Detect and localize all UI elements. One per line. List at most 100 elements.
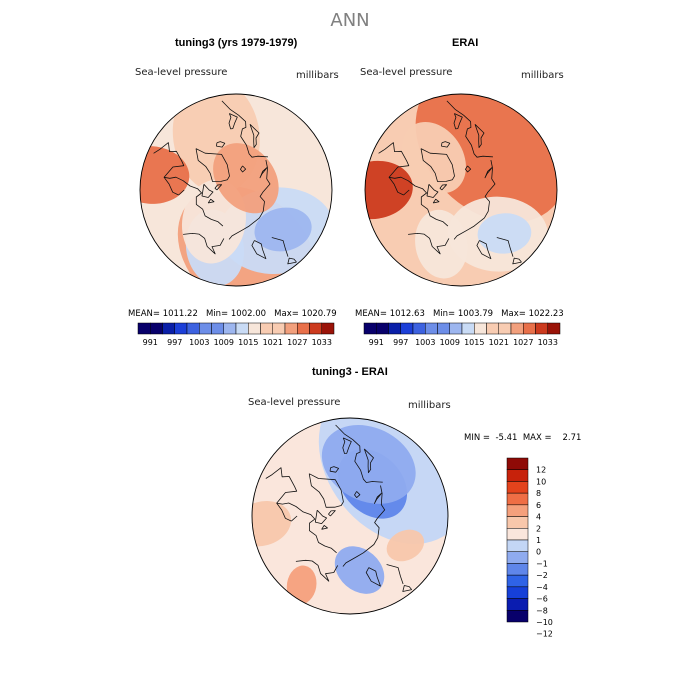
map-0-coastline-7 <box>228 113 238 130</box>
colorbar-diff-box-8 <box>506 551 529 564</box>
map-1-coastline-4 <box>439 184 447 191</box>
colorbar-1-box-4 <box>412 322 426 335</box>
colorbar-0-box-6 <box>211 322 224 335</box>
colorbar-0-tick-label-0: 991 <box>143 338 158 347</box>
colorbar-0-tick-label-6: 1027 <box>287 338 307 347</box>
colorbar-1-tick-label-2: 1003 <box>415 338 435 347</box>
map-1-contour-region-1 <box>365 160 413 220</box>
colorbar-0-box-9 <box>248 322 261 335</box>
map-1-contour-region-5 <box>401 121 466 194</box>
map-1-coastline-3 <box>432 198 440 204</box>
panel-reanalysis-title: ERAI <box>452 37 479 49</box>
panel-reanalysis-max-value: 1022.23 <box>528 309 564 319</box>
panel-model-max-label: Max= <box>274 309 299 319</box>
panel-difference-stats: MIN = -5.41 MAX = 2.71 <box>464 433 581 443</box>
colorbar-0-tick-label-7: 1033 <box>312 338 332 347</box>
map-0-coastline-2 <box>201 184 214 198</box>
panel-reanalysis-units-label: millibars <box>521 70 564 81</box>
colorbar-0-box-7 <box>223 322 237 335</box>
colorbar-1-box-5 <box>425 322 438 335</box>
panel-reanalysis-min-label: Min= <box>432 309 456 319</box>
colorbar-diff-box-7 <box>506 539 529 552</box>
panel-model-units-label: millibars <box>296 70 339 81</box>
colorbar-1-tick-label-7: 1033 <box>538 338 558 347</box>
map-2-coastline-6 <box>363 448 374 474</box>
panel-model-min-label: Min= <box>205 309 229 319</box>
colorbar-diff-box-9 <box>506 563 529 576</box>
map-2-coastline-17 <box>402 585 413 592</box>
colorbar-diff-tick-label-14: −12 <box>536 630 553 639</box>
colorbar-1-tick-label-1: 997 <box>393 338 408 347</box>
colorbar-0-box-4 <box>186 322 200 335</box>
colorbar-1-box-9 <box>474 322 487 335</box>
colorbar-diff-box-12 <box>506 598 529 611</box>
map-2-coastline-1 <box>308 473 344 508</box>
map-1-boundary <box>364 93 558 287</box>
panel-difference-max-value: 2.71 <box>562 433 582 443</box>
map-2-coastline-0 <box>265 467 337 554</box>
panel-reanalysis-max-label: Max= <box>501 309 526 319</box>
map-0-coastline-12 <box>251 240 267 260</box>
colorbar-diff-tick-label-7: 0 <box>536 548 541 557</box>
map-2-coastline-3 <box>321 525 328 530</box>
colorbar-0-tick-label-4: 1015 <box>238 338 258 347</box>
map-1-coastline-12 <box>476 240 492 260</box>
colorbar-0-tick-label-5: 1021 <box>263 338 283 347</box>
map-2-coastline-2 <box>314 509 327 524</box>
map-2-coastline-7 <box>342 437 352 454</box>
colorbar-1-box-10 <box>486 322 499 335</box>
colorbar-diff-tick-label-6: 1 <box>536 536 541 545</box>
panel-model-mean-label: MEAN= <box>128 309 160 319</box>
colorbar-0-box-12 <box>284 322 298 335</box>
colorbar-1-box-1 <box>376 322 389 335</box>
map-group-2 <box>251 417 449 615</box>
map-2-coastline-10 <box>374 492 383 504</box>
map-1-coastline-0 <box>378 142 449 227</box>
map-1-coastline-8 <box>441 141 451 148</box>
colorbar-diff-box-3 <box>506 492 529 506</box>
map-1-coastline-6 <box>474 124 485 148</box>
map-0-coastline-9 <box>228 160 271 240</box>
map-0-coastline-14 <box>183 233 225 255</box>
panel-reanalysis-mean-value: 1012.63 <box>389 309 425 319</box>
map-2-boundary <box>251 417 449 615</box>
map-1-coastline-16 <box>403 189 410 196</box>
colorbar-diff-box-10 <box>506 574 529 588</box>
colorbar-1-box-6 <box>437 322 450 335</box>
map-1-coastline-13 <box>496 237 514 257</box>
colorbar-1-tick-label-4: 1015 <box>464 338 484 347</box>
colorbar-0-box-8 <box>235 322 249 335</box>
panel-model-field-label: Sea-level pressure <box>135 67 228 78</box>
colorbar-1-box-8 <box>461 322 475 335</box>
colorbar-diff-box-5 <box>506 516 529 529</box>
colorbar-1-box-11 <box>498 322 512 335</box>
colorbar-1-tick-label-5: 1021 <box>489 338 509 347</box>
map-1-coastline-5 <box>446 100 494 158</box>
panel-model-title: tuning3 (yrs 1979-1979) <box>175 37 298 49</box>
colorbar-0-tick-label-1: 997 <box>167 338 182 347</box>
map-group-1 <box>364 93 558 287</box>
colorbar-diff-tick-label-11: −6 <box>536 595 548 604</box>
map-0-coastline-13 <box>271 237 289 257</box>
map-0-coastline-11 <box>240 165 247 173</box>
map-2-coastline-12 <box>365 567 381 587</box>
colorbar-1-box-0 <box>363 322 377 335</box>
map-0-coastline-17 <box>287 257 297 265</box>
map-1-coastline-11 <box>465 165 472 173</box>
colorbar-diff-box-0 <box>506 457 529 470</box>
map-1-coastline-10 <box>484 167 493 179</box>
panel-difference-units-label: millibars <box>408 400 451 411</box>
panel-model-mean-value: 1011.22 <box>162 309 198 319</box>
map-1-coastline-1 <box>420 148 455 182</box>
map-2-coastline-9 <box>342 485 386 567</box>
colorbar-diff-tick-label-9: −2 <box>536 571 548 580</box>
colorbar-diff-box-6 <box>506 528 529 541</box>
colorbar-diff-box-11 <box>506 586 529 599</box>
map-0-coastline-10 <box>259 167 268 179</box>
colorbar-1-box-14 <box>535 322 548 335</box>
colorbar-1-box-12 <box>510 322 524 335</box>
map-2-coastline-14 <box>295 559 339 582</box>
map-2-contour-region-3 <box>252 501 292 547</box>
colorbar-diff-box-1 <box>506 469 529 482</box>
colorbar-0-tick-label-2: 1003 <box>189 338 209 347</box>
